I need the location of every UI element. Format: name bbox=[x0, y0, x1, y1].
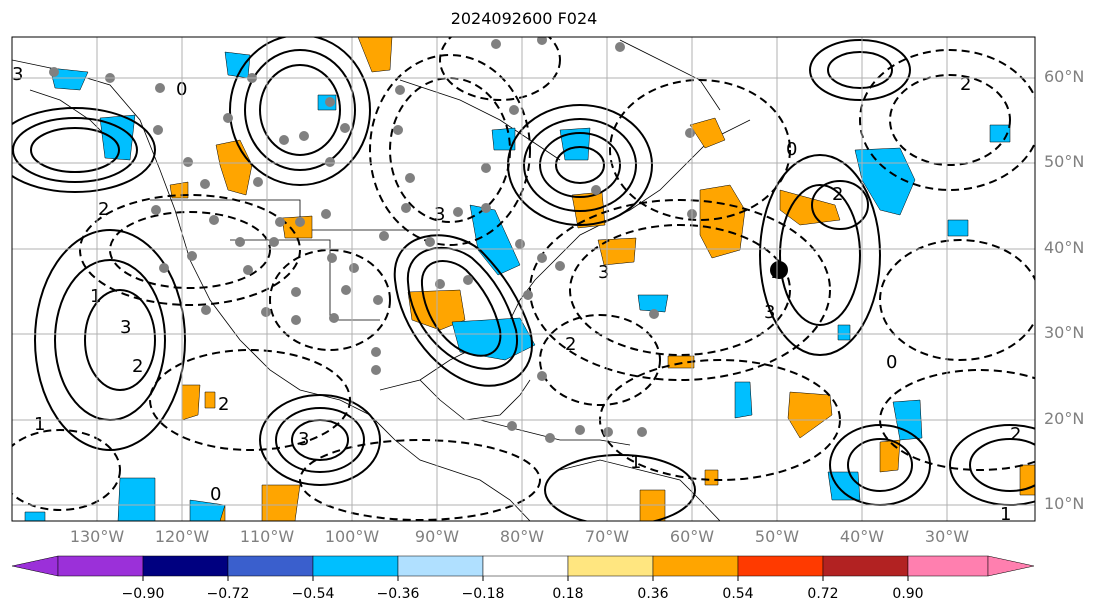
lat-label: 40°N bbox=[1044, 238, 1085, 257]
colorbar-bin bbox=[227, 555, 314, 577]
colorbar-bin bbox=[57, 555, 144, 577]
colorbar-tick-label: 0.90 bbox=[892, 586, 924, 602]
svg-text:3: 3 bbox=[120, 317, 131, 338]
colorbar-bin bbox=[822, 555, 909, 577]
colorbar-bin bbox=[737, 555, 824, 577]
colorbar-tick-label: −0.18 bbox=[461, 586, 505, 602]
colorbar-tick-label: −0.72 bbox=[206, 586, 250, 602]
lon-label: 50°W bbox=[754, 527, 800, 546]
lon-label: 30°W bbox=[924, 527, 970, 546]
colorbar bbox=[11, 555, 1035, 581]
colorbar-tick-label: 0.72 bbox=[807, 586, 839, 602]
lon-label: 70°W bbox=[584, 527, 630, 546]
colorbar-bin bbox=[907, 555, 989, 577]
lon-label: 110°W bbox=[239, 527, 295, 546]
colorbar-bin bbox=[482, 555, 569, 577]
colorbar-extend-low bbox=[11, 555, 59, 577]
svg-text:2: 2 bbox=[1010, 424, 1021, 445]
lon-label: 40°W bbox=[839, 527, 885, 546]
colorbar-tick-label: 0.18 bbox=[552, 586, 584, 602]
svg-text:3: 3 bbox=[598, 262, 609, 283]
svg-text:2: 2 bbox=[565, 334, 576, 355]
colorbar-bin bbox=[567, 555, 654, 577]
map-frame bbox=[11, 36, 1036, 522]
svg-text:2: 2 bbox=[960, 74, 971, 95]
svg-text:3: 3 bbox=[298, 429, 309, 450]
svg-text:1: 1 bbox=[630, 452, 641, 473]
svg-text:0: 0 bbox=[786, 139, 797, 160]
tropical-center-marker bbox=[770, 261, 788, 279]
svg-text:2: 2 bbox=[832, 184, 843, 205]
colorbar-tick-label: −0.54 bbox=[291, 586, 335, 602]
lat-label: 20°N bbox=[1044, 409, 1085, 428]
lat-label: 30°N bbox=[1044, 323, 1085, 342]
colorbar-bin bbox=[397, 555, 484, 577]
map-title: 2024092600 F024 bbox=[450, 9, 598, 28]
lat-label: 10°N bbox=[1044, 494, 1085, 513]
svg-text:3: 3 bbox=[12, 64, 23, 85]
svg-text:3: 3 bbox=[764, 302, 775, 323]
colorbar-bin bbox=[312, 555, 399, 577]
dashed-contours bbox=[12, 37, 1035, 521]
lon-label: 130°W bbox=[69, 527, 125, 546]
colorbar-tick-label: −0.36 bbox=[376, 586, 420, 602]
colorbar-bin bbox=[652, 555, 739, 577]
svg-text:1: 1 bbox=[770, 262, 781, 283]
colorbar-extend-high bbox=[987, 555, 1035, 577]
lat-label: 50°N bbox=[1044, 152, 1085, 171]
svg-text:0: 0 bbox=[886, 352, 897, 373]
svg-text:0: 0 bbox=[210, 484, 221, 505]
svg-text:2: 2 bbox=[218, 394, 229, 415]
svg-text:1: 1 bbox=[34, 414, 45, 435]
contour-labels: 3 2 0 1 3 2 3 3 2 0 1 3 2 2 1 0 2 3 1 2 … bbox=[12, 64, 1021, 525]
lat-label: 60°N bbox=[1044, 67, 1085, 86]
lon-label: 100°W bbox=[324, 527, 380, 546]
lon-label: 80°W bbox=[499, 527, 545, 546]
station-markers bbox=[49, 37, 697, 443]
lon-label: 90°W bbox=[414, 527, 460, 546]
svg-text:2: 2 bbox=[98, 199, 109, 220]
graticule bbox=[12, 37, 1035, 521]
colorbar-tick-label: 0.54 bbox=[722, 586, 754, 602]
solid-contours bbox=[12, 37, 1035, 521]
colorbar-tick-label: −0.90 bbox=[121, 586, 165, 602]
svg-text:1: 1 bbox=[1000, 504, 1011, 525]
svg-text:2: 2 bbox=[132, 356, 143, 377]
lon-label: 60°W bbox=[669, 527, 715, 546]
colorbar-tick-label: 0.36 bbox=[637, 586, 669, 602]
svg-text:3: 3 bbox=[434, 204, 445, 225]
svg-text:1: 1 bbox=[90, 286, 101, 307]
lon-label: 120°W bbox=[154, 527, 210, 546]
colorbar-bin bbox=[142, 555, 229, 577]
